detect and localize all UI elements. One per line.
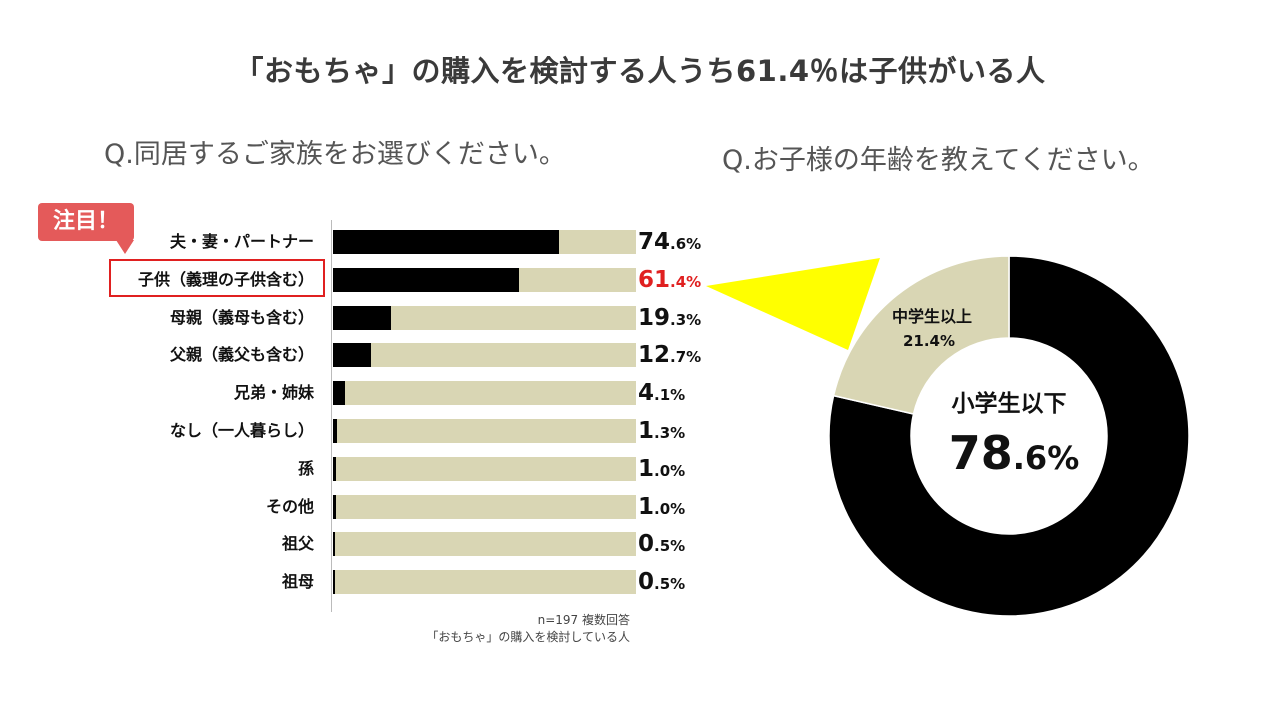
bar-category-label: 祖父 [281,534,314,554]
bar-value-label-dec: .7% [670,348,702,367]
bar-value-label-int: 0 [638,531,655,558]
bar-value-label: 61.4% [638,267,701,295]
bar-value-label-int: 19 [638,304,671,331]
bar-value-label-int: 0 [638,569,655,596]
bar-category-label: 父親（義父も含む） [169,345,314,365]
bar-value [333,570,335,595]
bar-value-label-int: 1 [638,418,655,444]
bar-value-label: 1.0% [638,456,685,484]
bar-category-label: 孫 [297,458,314,478]
bar-category-label: その他 [265,496,314,516]
bar-value-label-dec: .0% [654,499,686,518]
bar-value-label-dec: .3% [654,424,686,442]
bar-track [333,494,636,519]
bar-value [333,456,337,481]
donut-slice [832,255,1010,415]
bar-track [333,343,636,368]
bar-value-label-int: 12 [638,342,671,369]
chart-title: 「おもちゃ」の購入を検討する人うち61.4％は子供がいる人 [234,54,1046,88]
bar-value-label-int: 1 [638,493,655,520]
donut-center-label: 小学生以下 [952,390,1067,417]
bar-track [333,419,636,443]
bar-value-label: 74.6% [638,229,701,257]
bar-category-label: 祖母 [281,572,314,592]
bar-value-label-int: 61 [638,266,671,293]
bar-value [333,343,372,368]
bar-category-label: 母親（義母も含む） [169,307,314,327]
bar-track [333,570,636,595]
bar-value-label-dec: .0% [654,461,686,480]
bar-value-label-dec: .1% [654,386,686,405]
footnote-sample: n=197 複数回答 [537,613,630,627]
bar-value-label: 0.5% [638,569,685,597]
donut-slice-value: 21.4% [903,332,955,350]
footnote-target: 「おもちゃ」の購入を検討している人 [426,630,630,644]
donut-slice [828,255,1190,617]
bar-category-label: なし（一人暮らし） [169,421,314,440]
bar-track [333,381,636,406]
bar-category-label: 子供（義理の子供含む） [137,269,314,289]
bar-value-label-dec: .6% [670,235,702,253]
bar-value [333,419,337,443]
bar-value-label-int: 1 [638,455,655,482]
bar-value-label: 1.3% [638,418,685,446]
bar-value-label: 1.0% [638,494,685,522]
bar-value [333,305,392,330]
bar-track [333,456,636,481]
bar-category-label: 夫・妻・パートナー [169,232,314,251]
badge-tail [116,240,134,254]
attention-badge: 注目！ [38,203,134,241]
bar-value-label-dec: .5% [654,537,686,556]
bar-value-label-dec: .4% [670,272,702,291]
highlight-box [109,259,325,297]
bar-value [333,381,346,406]
bar-value-label: 19.3% [638,305,701,333]
bar-value [333,494,337,519]
bar-value [333,532,335,557]
bar-value-label: 0.5% [638,531,685,559]
bar-value-label-dec: .5% [654,575,686,594]
question-family: Q.同居するご家族をお選びください。 [104,139,566,170]
question-child-age: Q.お子様の年齢を教えてください。 [722,145,1155,176]
footnote: n=197 複数回答 「おもちゃ」の購入を検討している人 [380,612,630,646]
bar-value [333,267,520,292]
bar-value-label-int: 74 [638,229,671,255]
bar-value-label-int: 4 [638,380,655,407]
bar-value [333,230,560,254]
bar-value-label-dec: .3% [670,310,702,329]
donut-center-value-int: 78 [949,426,1013,480]
donut-center-value: 78.6% [949,426,1080,480]
bar-track [333,532,636,557]
donut-slice-label: 中学生以上 [892,307,972,326]
bar-value-label: 4.1% [638,380,685,408]
callout-wedge [706,258,880,350]
bar-axis-line [331,220,332,612]
donut-center-value-dec: .6% [1013,439,1079,477]
bar-category-label: 兄弟・姉妹 [233,383,314,403]
bar-value-label: 12.7% [638,342,701,370]
